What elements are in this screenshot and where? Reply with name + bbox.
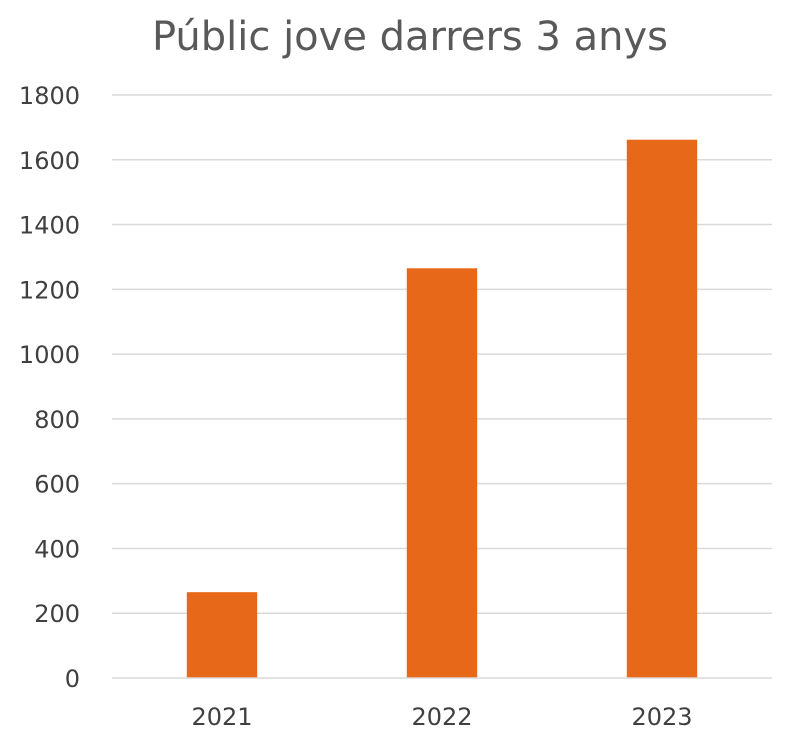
y-tick-label: 800 xyxy=(34,406,80,434)
y-tick-label: 1600 xyxy=(19,147,80,175)
x-tick-label: 2022 xyxy=(411,703,472,731)
y-tick-label: 400 xyxy=(34,535,80,563)
y-tick-label: 600 xyxy=(34,471,80,499)
y-tick-label: 1000 xyxy=(19,341,80,369)
chart-title: Públic jove darrers 3 anys xyxy=(152,14,668,60)
y-axis-tick-labels: 0 200 400 600 800 1000 1200 1400 1600 1800 xyxy=(19,82,80,693)
y-tick-label: 1800 xyxy=(19,82,80,110)
y-tick-label: 0 xyxy=(65,665,80,693)
x-tick-label: 2021 xyxy=(191,703,252,731)
y-tick-label: 1200 xyxy=(19,276,80,304)
y-tick-label: 1400 xyxy=(19,212,80,240)
x-tick-label: 2023 xyxy=(631,703,692,731)
bars xyxy=(186,139,698,679)
bar-2023 xyxy=(626,139,698,679)
bar-2021 xyxy=(186,592,258,678)
bar-2022 xyxy=(406,268,478,678)
x-axis-tick-labels: 2021 2022 2023 xyxy=(191,703,692,731)
y-tick-label: 200 xyxy=(34,600,80,628)
